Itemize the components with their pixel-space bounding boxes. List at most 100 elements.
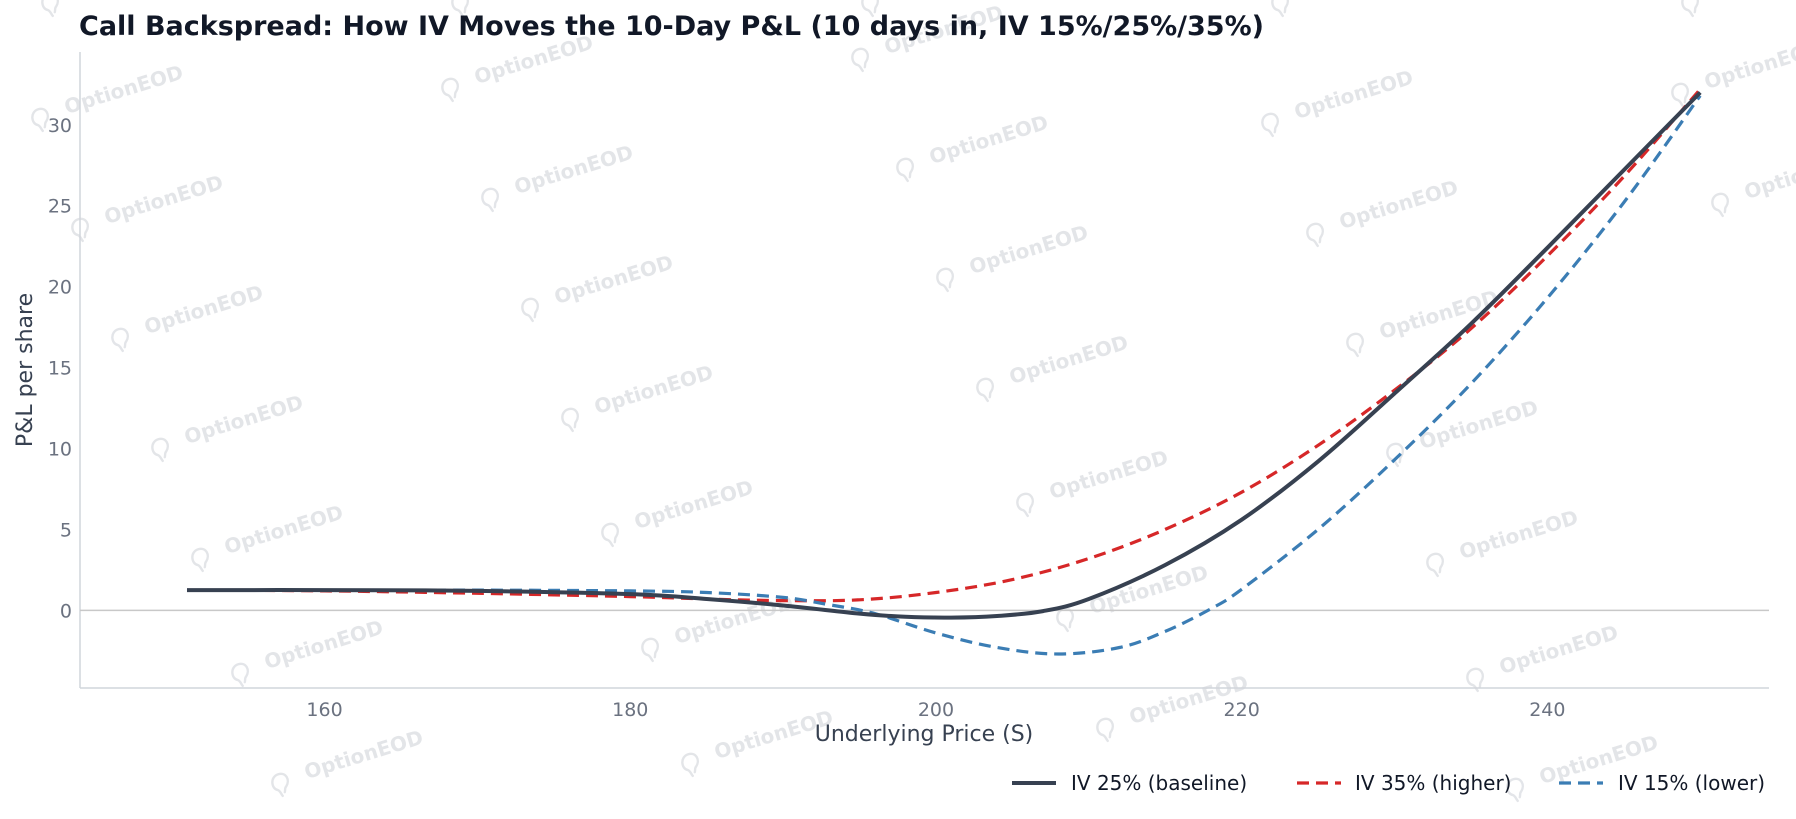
watermark: OptionEOD [681,705,836,778]
watermark-text: OptionEOD [1741,145,1796,204]
watermark: OptionEOD [1016,445,1171,518]
y-tick-label: 30 [48,115,72,137]
watermark-logo-icon [111,327,129,353]
watermark-text: OptionEOD [1046,445,1171,504]
watermark-logo-icon [1346,332,1364,358]
watermark-text: OptionEOD [1701,35,1796,94]
watermark-logo-icon [641,637,659,663]
x-tick-label: 200 [918,699,954,721]
watermark-logo-icon [1016,492,1034,518]
watermark-layer: OptionEOD OptionEOD OptionEOD OptionEOD Opti… [31,0,1796,803]
watermark-logo-icon [191,547,209,573]
watermark-logo-icon [1426,552,1444,578]
watermark-logo-icon [681,752,699,778]
watermark-logo-icon [1306,222,1324,248]
watermark-text: OptionEOD [301,725,426,784]
watermark-text: OptionEOD [1006,330,1131,389]
watermark-logo-icon [231,662,249,688]
watermark-logo-icon [861,0,879,18]
watermark: OptionEOD [1681,0,1796,18]
x-axis-label: Underlying Price (S) [815,722,1034,747]
series-line-iv35-higher [186,88,1702,603]
series-line-iv15-lower [187,94,1702,656]
watermark-logo-icon [71,217,89,243]
watermark-logo-icon [896,157,914,183]
watermark: OptionEOD [601,475,756,548]
watermark-text: OptionEOD [1416,395,1541,454]
watermark: OptionEOD [151,390,306,463]
watermark-logo-icon [1261,112,1279,138]
watermark-logo-icon [561,407,579,433]
watermark: OptionEOD [1426,505,1581,578]
watermark-logo-icon [1711,192,1729,218]
watermark-text: OptionEOD [551,250,676,309]
watermark-text: OptionEOD [631,475,756,534]
y-tick-label: 20 [48,277,72,299]
watermark-text: OptionEOD [966,220,1091,279]
watermark: OptionEOD [191,500,346,573]
watermark-logo-icon [481,187,499,213]
watermark-text: OptionEOD [141,280,266,339]
watermark-text: OptionEOD [481,0,606,4]
watermark-logo-icon [1386,442,1404,468]
y-axis-label: P&L per share [13,293,38,447]
watermark-text: OptionEOD [1456,505,1581,564]
watermark: OptionEOD [1711,145,1796,218]
watermark-text: OptionEOD [71,0,196,4]
watermark: OptionEOD [521,250,676,323]
y-tick-labels: 0 5 10 15 20 25 30 [48,115,72,622]
watermark-logo-icon [441,77,459,103]
watermark-text: OptionEOD [221,500,346,559]
x-tick-label: 160 [306,699,342,721]
x-tick-label: 180 [612,699,648,721]
watermark: OptionEOD [231,615,386,688]
watermark-logo-icon [1681,0,1699,18]
y-tick-label: 0 [60,600,72,622]
series-layer [186,88,1702,656]
watermark-text: OptionEOD [926,110,1051,169]
watermark-logo-icon [851,47,869,73]
watermark-logo-icon [31,107,49,133]
watermark-logo-icon [1096,717,1114,743]
watermark-logo-icon [1506,777,1524,803]
legend-label-higher: IV 35% (higher) [1355,771,1511,795]
y-tick-label: 15 [48,358,72,380]
y-tick-label: 10 [48,438,72,460]
watermark-logo-icon [1466,667,1484,693]
y-tick-label: 5 [60,519,72,541]
watermark-text: OptionEOD [591,360,716,419]
watermark-text: OptionEOD [1301,0,1426,4]
watermark: OptionEOD [561,360,716,433]
x-tick-labels: 160 180 200 220 240 [306,699,1565,721]
x-tick-label: 220 [1224,699,1260,721]
watermark-text: OptionEOD [1291,65,1416,124]
watermark: OptionEOD [481,140,636,213]
legend-label-baseline: IV 25% (baseline) [1071,771,1247,795]
watermark-logo-icon [1271,0,1289,18]
watermark: OptionEOD [271,725,426,798]
watermark-text: OptionEOD [1711,0,1796,4]
watermark-logo-icon [521,297,539,323]
watermark-logo-icon [151,437,169,463]
watermark-text: OptionEOD [101,170,226,229]
watermark: OptionEOD [1261,65,1416,138]
watermark: OptionEOD [936,220,1091,293]
watermark-logo-icon [451,0,469,18]
watermark: OptionEOD [71,170,226,243]
watermark: OptionEOD [111,280,266,353]
watermark-logo-icon [936,267,954,293]
watermark-logo-icon [976,377,994,403]
x-tick-label: 240 [1529,699,1565,721]
watermark: OptionEOD [976,330,1131,403]
watermark-text: OptionEOD [1336,175,1461,234]
watermark-logo-icon [1671,82,1689,108]
watermark-text: OptionEOD [1496,620,1621,679]
watermark: OptionEOD [896,110,1051,183]
watermark: OptionEOD [1466,620,1621,693]
watermark: OptionEOD [1306,175,1461,248]
watermark-text: OptionEOD [511,140,636,199]
watermark: OptionEOD [1386,395,1541,468]
watermark-logo-icon [271,772,289,798]
legend: IV 25% (baseline) IV 35% (higher) IV 15%… [1012,771,1765,795]
